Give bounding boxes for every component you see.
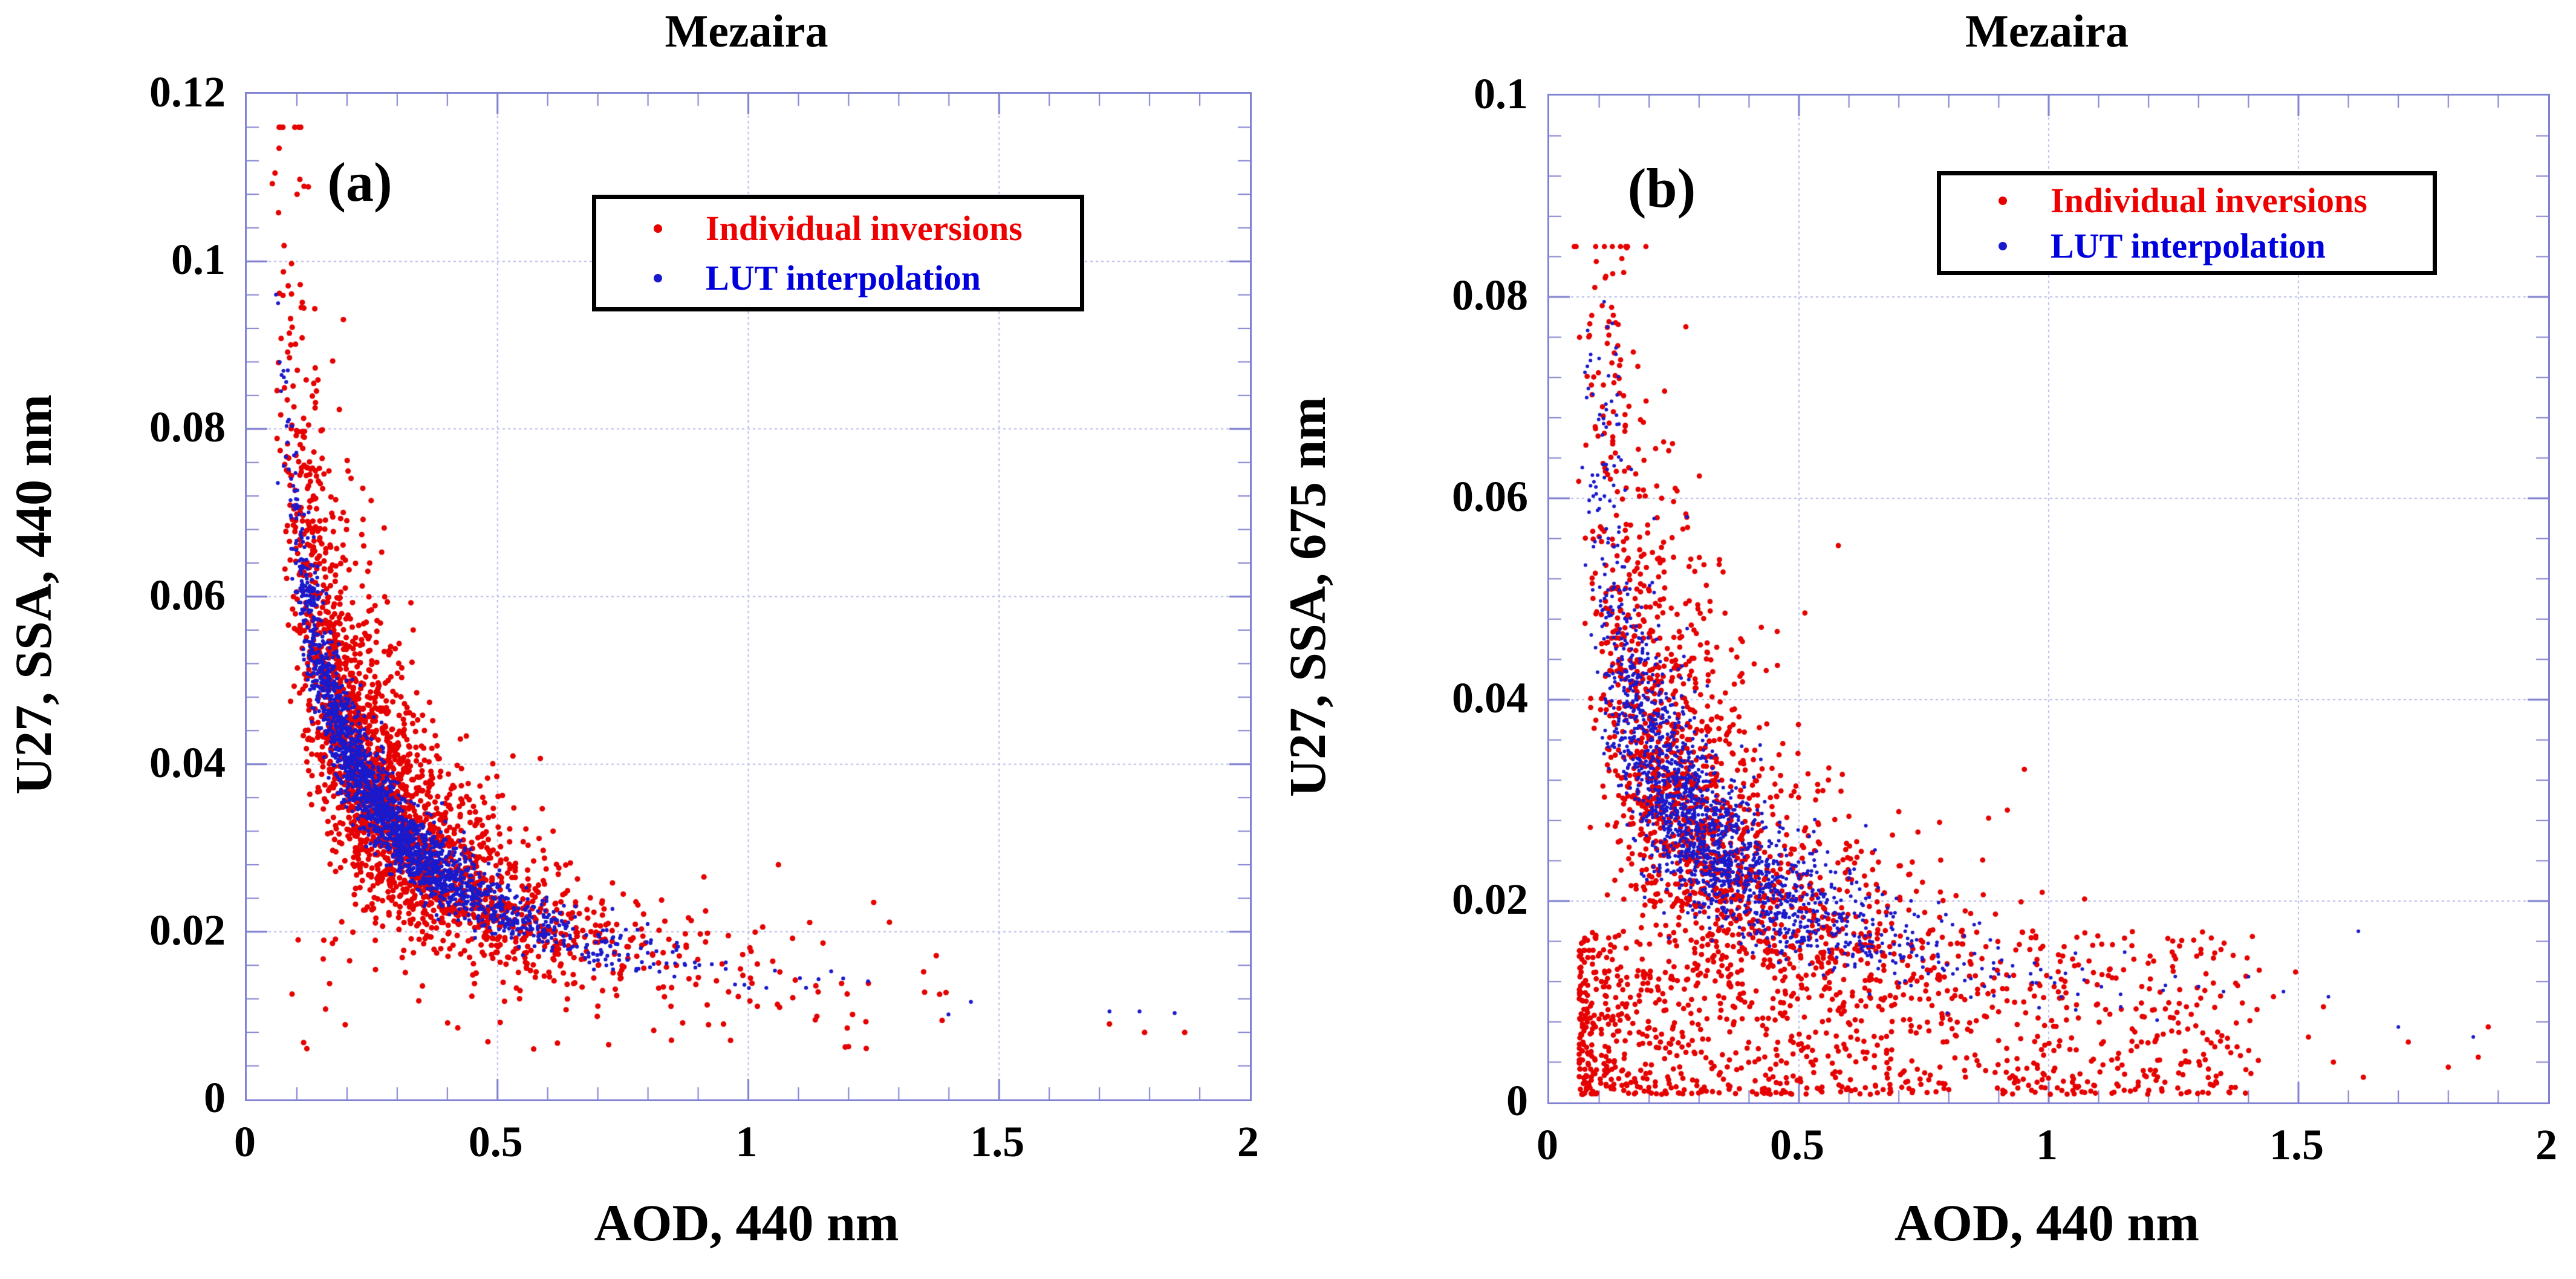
x-tick-label: 0 — [1537, 1121, 1558, 1169]
y-tick-label: 0.06 — [1452, 472, 1528, 521]
y-tick-label: 0.08 — [1452, 271, 1528, 319]
y-tick-label: 0.12 — [149, 68, 226, 116]
blue-dot-marker-icon — [1999, 241, 2007, 250]
legend-label: Individual inversions — [2051, 181, 2367, 220]
y-tick-label: 0 — [1506, 1076, 1528, 1125]
legend-row: LUT interpolation — [1941, 226, 2433, 266]
legend-label: LUT interpolation — [2051, 226, 2326, 265]
x-tick-label: 1 — [735, 1118, 758, 1166]
red-dot-marker-icon — [1999, 196, 2007, 205]
legend-label: LUT interpolation — [706, 258, 981, 298]
legend-row: Individual inversions — [1941, 180, 2433, 221]
y-axis-label: U27, SSA, 440 nm — [4, 394, 62, 795]
x-axis-label: AOD, 440 nm — [1894, 1194, 2200, 1252]
blue-dot-marker-icon — [654, 273, 662, 282]
red-dot-marker-icon — [654, 224, 662, 233]
y-tick-label: 0.08 — [149, 403, 226, 452]
x-tick-label: 1.5 — [970, 1118, 1025, 1166]
legend-row: LUT interpolation — [596, 258, 1080, 298]
x-tick-label: 0 — [234, 1118, 256, 1166]
x-axis-label: AOD, 440 nm — [594, 1194, 899, 1252]
legend-row: Individual inversions — [596, 208, 1080, 249]
x-tick-label: 2 — [2535, 1121, 2557, 1169]
y-tick-label: 0.1 — [1474, 70, 1528, 118]
y-tick-label: 0.04 — [149, 738, 226, 787]
x-tick-label: 0.5 — [1770, 1121, 1824, 1169]
chart-title: Mezaira — [665, 6, 828, 57]
x-tick-label: 2 — [1237, 1118, 1259, 1166]
legend-label: Individual inversions — [706, 209, 1023, 248]
panel-b: Mezaira U27, SSA, 675 nm (b) Individual … — [1278, 0, 2576, 1279]
y-tick-label: 0.02 — [149, 905, 226, 954]
x-tick-label: 0.5 — [468, 1118, 523, 1166]
y-tick-label: 0.04 — [1452, 674, 1528, 722]
y-tick-label: 0 — [204, 1073, 226, 1122]
x-tick-label: 1.5 — [2269, 1121, 2324, 1169]
y-tick-label: 0.1 — [171, 235, 226, 284]
legend-box: Individual inversions LUT interpolation — [592, 195, 1084, 311]
chart-title: Mezaira — [1965, 6, 2129, 57]
y-tick-label: 0.02 — [1452, 875, 1528, 923]
y-axis-label: U27, SSA, 675 nm — [1278, 397, 1336, 797]
legend-box: Individual inversions LUT interpolation — [1937, 171, 2437, 275]
panel-a: Mezaira U27, SSA, 440 nm (a) Individual … — [4, 6, 1259, 1252]
panel-label: (a) — [327, 151, 392, 213]
panel-label: (b) — [1627, 157, 1696, 219]
x-tick-label: 1 — [2036, 1121, 2058, 1169]
y-tick-label: 0.06 — [149, 570, 226, 619]
